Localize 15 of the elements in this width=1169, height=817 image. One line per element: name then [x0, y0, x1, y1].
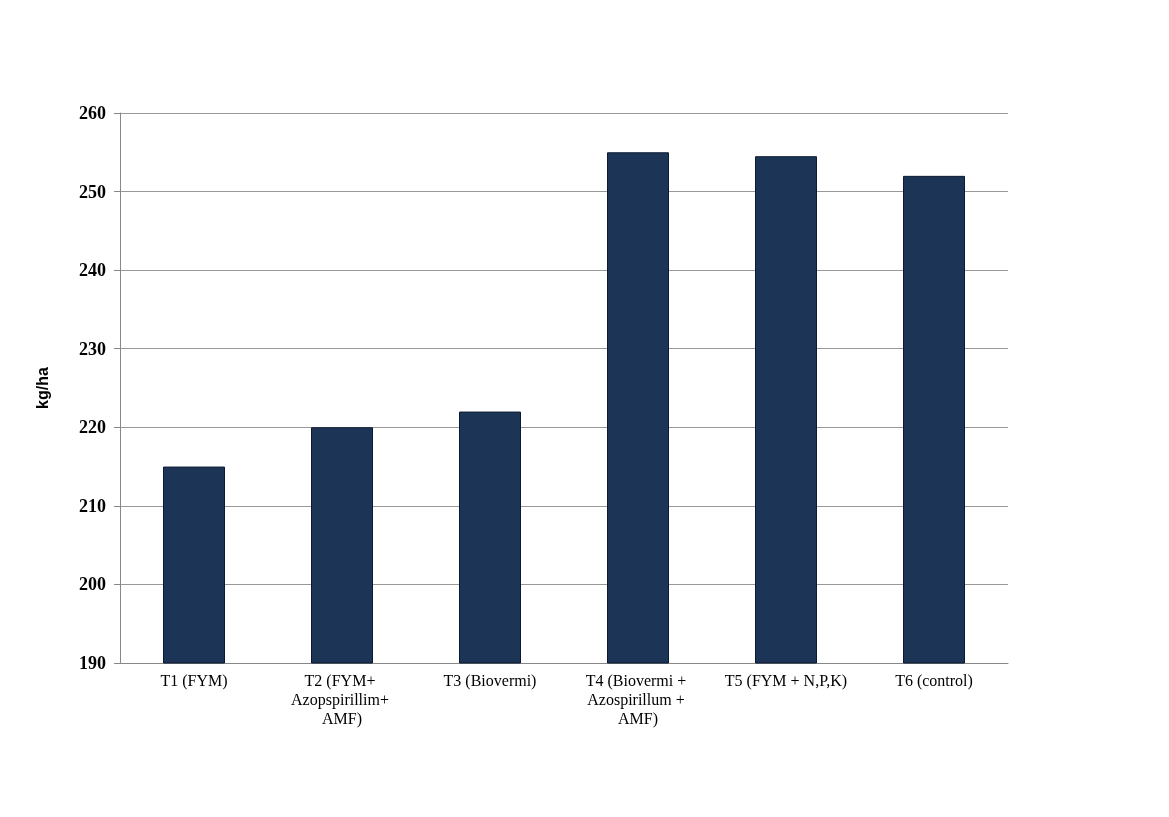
y-tick-label: 250	[79, 181, 106, 202]
y-tick-label: 210	[79, 495, 106, 516]
y-tick-label: 190	[79, 653, 106, 673]
x-tick-label: T6 (control)	[895, 672, 973, 690]
y-tick-label: 200	[79, 574, 106, 595]
y-tick-label: 220	[79, 417, 106, 438]
x-tick-label: T2 (FYM+ Azopspirillim+ AMF)	[291, 672, 393, 728]
y-axis-title: kg/ha	[33, 367, 51, 409]
x-tick-label: T1 (FYM)	[160, 672, 228, 690]
y-tick-label: 230	[79, 338, 106, 359]
y-tick-label: 260	[79, 103, 106, 123]
x-tick-label: T5 (FYM + N,P,K)	[724, 672, 848, 690]
x-tick-label: T4 (Biovermi + Azospirillum + AMF)	[585, 672, 691, 728]
x-tick-label: T3 (Biovermi)	[443, 672, 537, 690]
y-tick-label: 240	[79, 260, 106, 281]
